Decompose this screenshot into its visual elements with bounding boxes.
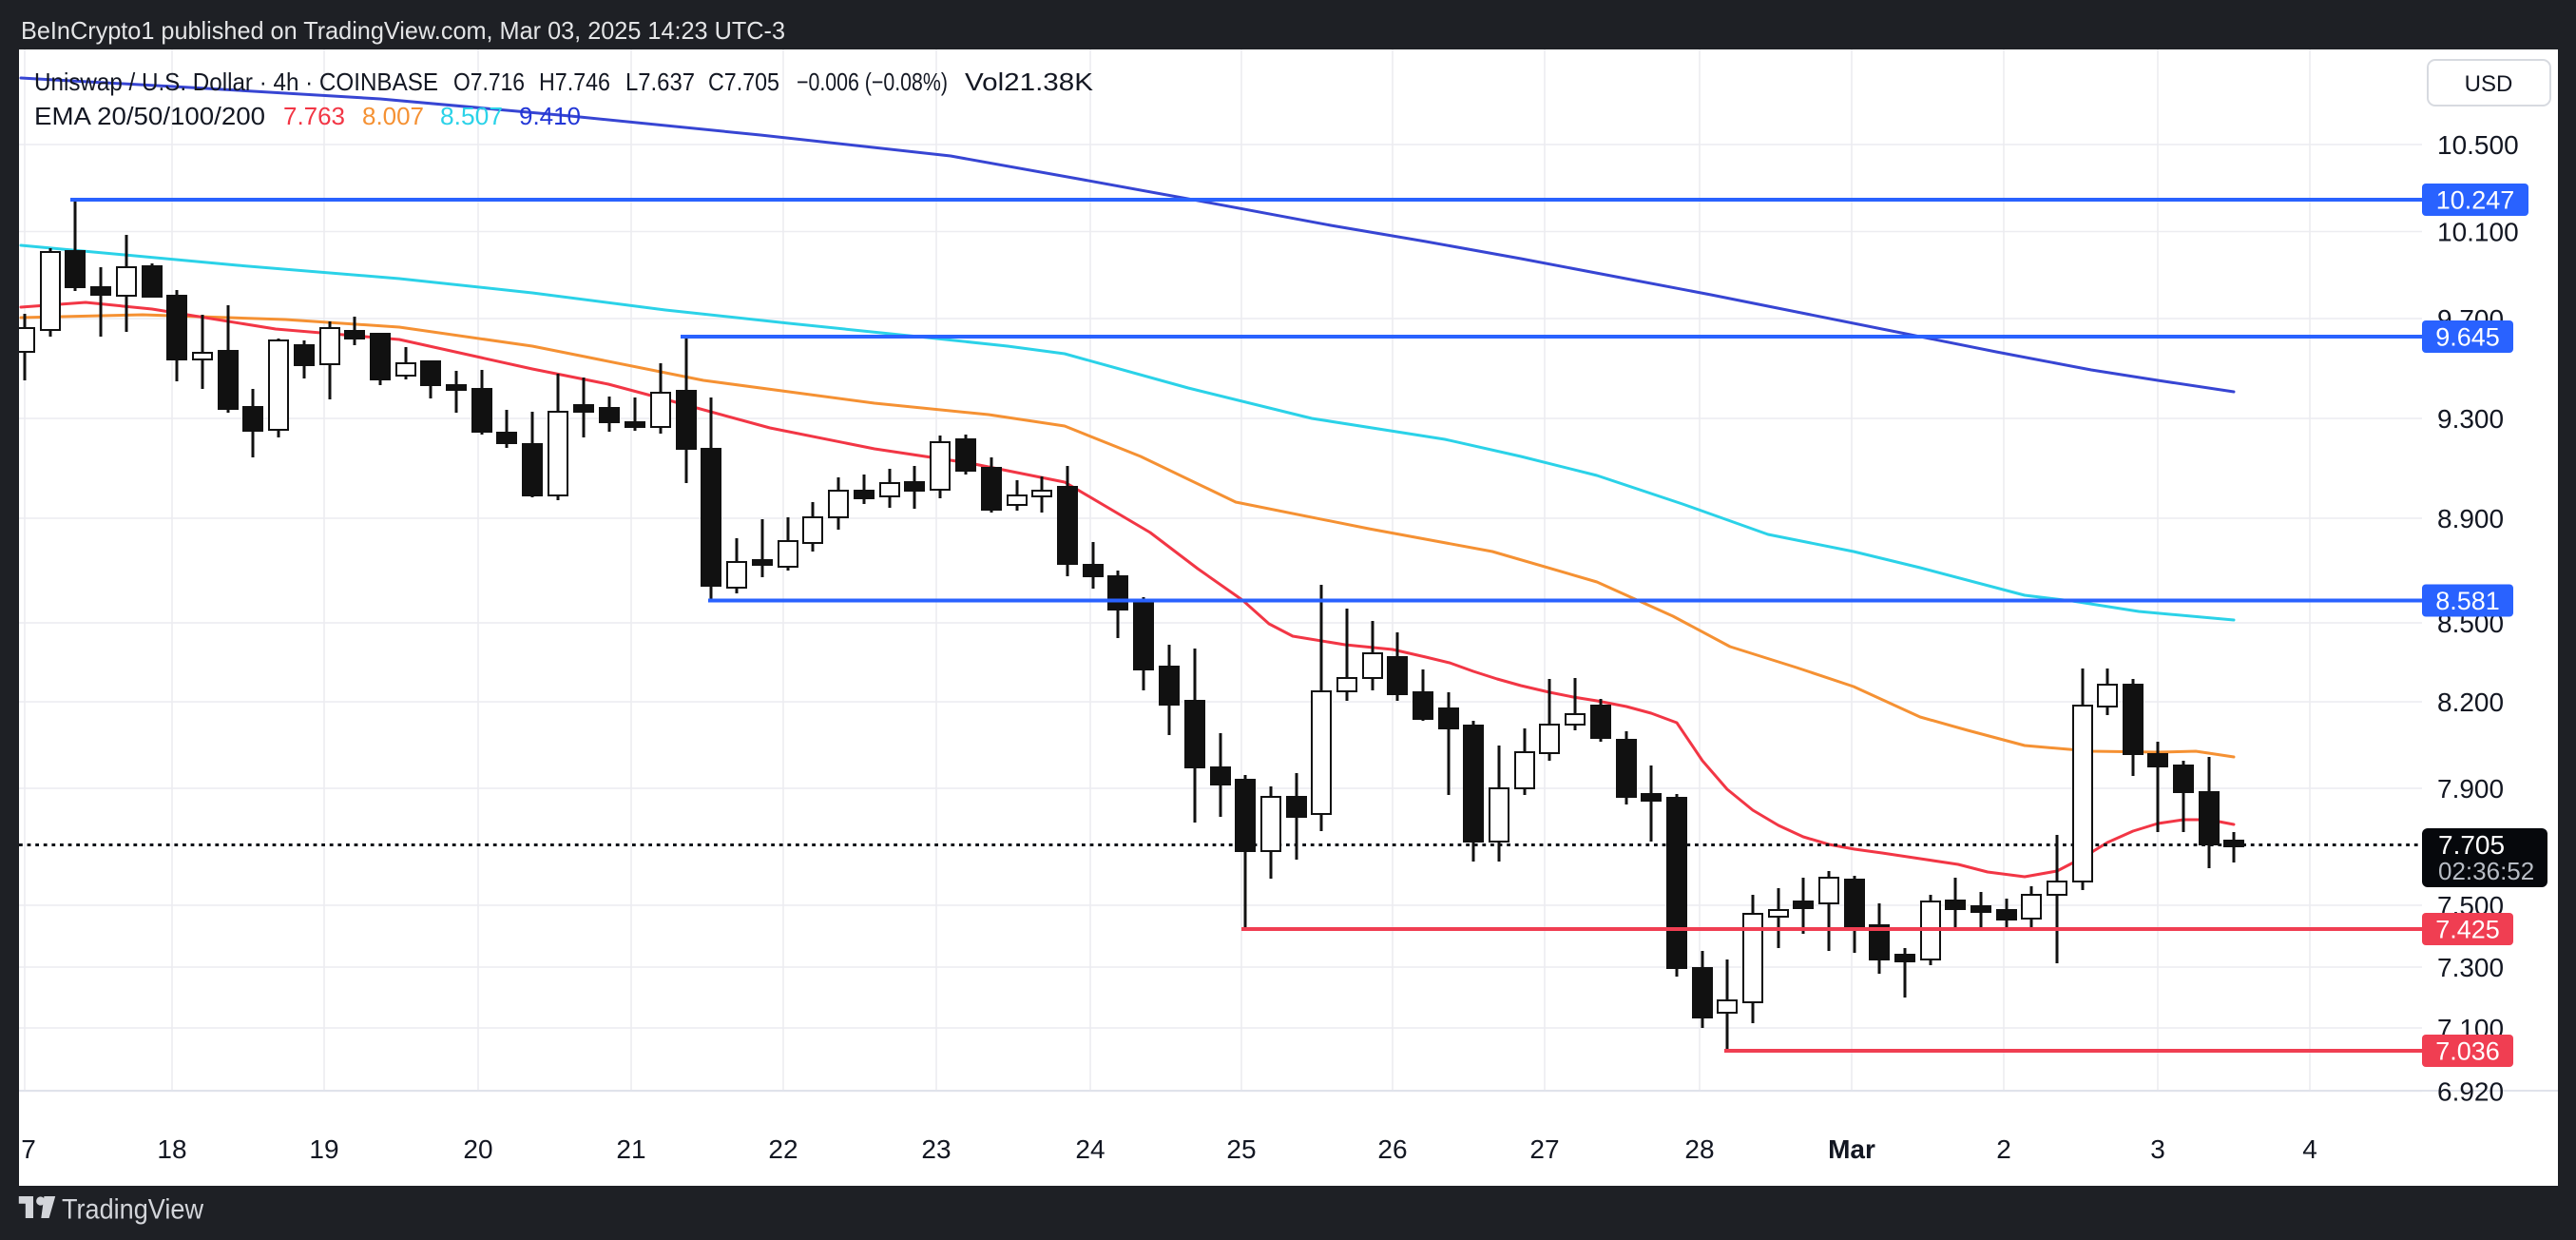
- svg-text:6.920: 6.920: [2437, 1077, 2504, 1107]
- svg-text:7: 7: [21, 1134, 36, 1164]
- svg-text:19: 19: [309, 1134, 338, 1164]
- svg-text:C7.705: C7.705: [708, 68, 779, 96]
- svg-text:23: 23: [921, 1134, 951, 1164]
- svg-text:24: 24: [1075, 1134, 1105, 1164]
- svg-text:18: 18: [157, 1134, 186, 1164]
- svg-text:7.763: 7.763: [283, 102, 345, 130]
- svg-text:EMA 20/50/100/200: EMA 20/50/100/200: [34, 102, 265, 130]
- svg-text:TradingView: TradingView: [62, 1194, 203, 1226]
- svg-text:Vol21.38K: Vol21.38K: [965, 68, 1094, 96]
- svg-text:3: 3: [2150, 1134, 2165, 1164]
- svg-text:L7.637: L7.637: [625, 68, 695, 96]
- svg-text:25: 25: [1226, 1134, 1256, 1164]
- svg-text:28: 28: [1684, 1134, 1714, 1164]
- svg-text:21: 21: [616, 1134, 645, 1164]
- svg-text:2: 2: [1996, 1134, 2011, 1164]
- svg-text:22: 22: [768, 1134, 798, 1164]
- svg-text:27: 27: [1529, 1134, 1559, 1164]
- svg-text:10.247: 10.247: [2436, 186, 2515, 215]
- svg-text:8.900: 8.900: [2437, 504, 2504, 533]
- svg-text:7.425: 7.425: [2435, 916, 2500, 944]
- svg-text:H7.746: H7.746: [539, 68, 610, 96]
- svg-text:−0.006 (−0.08%): −0.006 (−0.08%): [797, 68, 948, 96]
- svg-text:7.900: 7.900: [2437, 774, 2504, 804]
- svg-text:7.036: 7.036: [2435, 1037, 2500, 1066]
- svg-text:Uniswap / U.S. Dollar · 4h · C: Uniswap / U.S. Dollar · 4h · COINBASE: [34, 68, 438, 96]
- svg-text:O7.716: O7.716: [453, 68, 525, 96]
- svg-text:BeInCrypto1 published on Tradi: BeInCrypto1 published on TradingView.com…: [21, 16, 785, 45]
- svg-text:9.645: 9.645: [2435, 323, 2500, 352]
- svg-text:9.410: 9.410: [519, 102, 581, 130]
- svg-text:10.100: 10.100: [2437, 218, 2519, 247]
- svg-text:7.300: 7.300: [2437, 953, 2504, 982]
- svg-text:9.300: 9.300: [2437, 404, 2504, 434]
- svg-text:8.581: 8.581: [2435, 587, 2500, 615]
- svg-text:02:36:52: 02:36:52: [2438, 857, 2534, 885]
- svg-text:7.705: 7.705: [2438, 830, 2505, 860]
- svg-text:20: 20: [463, 1134, 492, 1164]
- svg-text:4: 4: [2302, 1134, 2317, 1164]
- svg-text:8.200: 8.200: [2437, 688, 2504, 717]
- svg-text:USD: USD: [2465, 71, 2513, 97]
- svg-text:26: 26: [1377, 1134, 1407, 1164]
- svg-text:10.500: 10.500: [2437, 130, 2519, 160]
- svg-text:8.007: 8.007: [362, 102, 424, 130]
- svg-text:8.507: 8.507: [440, 102, 503, 130]
- svg-text:Mar: Mar: [1828, 1134, 1875, 1164]
